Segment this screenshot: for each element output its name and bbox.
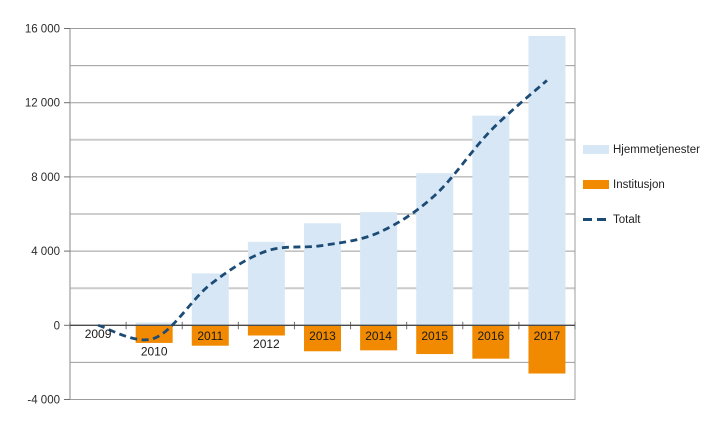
y-tick-label--4000: -4 000 bbox=[27, 395, 60, 407]
x-category-label-2010: 2010 bbox=[141, 344, 168, 358]
bar-hjemmetjenester-2015 bbox=[416, 173, 454, 326]
hjemmetjenester-legend-label: Hjemmetjenester bbox=[613, 143, 700, 156]
institusjon-legend-label: Institusjon bbox=[613, 178, 665, 191]
legend-item-institusjon: Institusjon bbox=[583, 178, 700, 191]
bar-hjemmetjenester-2012 bbox=[247, 241, 285, 326]
bar-hjemmetjenester-2014 bbox=[360, 212, 398, 326]
bar-institusjon-2012 bbox=[247, 325, 285, 336]
bar-hjemmetjenester-2013 bbox=[304, 223, 341, 326]
x-category-label-2009: 2009 bbox=[85, 327, 112, 341]
bar-institusjon-2016 bbox=[472, 325, 510, 359]
x-category-label-2011: 2011 bbox=[197, 329, 223, 343]
x-category-label-2014: 2014 bbox=[365, 329, 392, 343]
x-category-label-2013: 2013 bbox=[309, 329, 336, 343]
x-category-label-2016: 2016 bbox=[477, 329, 504, 343]
y-tick-label-4000: 4 000 bbox=[31, 246, 60, 258]
bar-institusjon-2015 bbox=[416, 325, 454, 355]
bar-hjemmetjenester-2010 bbox=[135, 322, 173, 326]
x-category-label-2012: 2012 bbox=[253, 337, 280, 351]
hjemmetjenester-swatch-icon bbox=[583, 145, 609, 154]
bar-hjemmetjenester-2011 bbox=[191, 273, 229, 326]
totalt-legend-label: Totalt bbox=[613, 213, 641, 226]
institusjon-swatch-icon bbox=[583, 180, 609, 189]
bar-hjemmetjenester-2016 bbox=[472, 115, 510, 326]
legend: Hjemmetjenester Institusjon Totalt bbox=[583, 143, 700, 226]
bar-institusjon-2017 bbox=[528, 325, 566, 374]
totalt-dashed-line-icon bbox=[583, 218, 609, 221]
bar-institusjon-2010 bbox=[135, 325, 173, 343]
y-tick-label-12000: 12 000 bbox=[25, 98, 60, 110]
x-category-label-2017: 2017 bbox=[534, 329, 561, 343]
bar-institusjon-2014 bbox=[360, 325, 398, 351]
x-category-label-2015: 2015 bbox=[421, 329, 448, 343]
bar-hjemmetjenester-2017 bbox=[528, 35, 566, 326]
legend-item-hjemmetjenester: Hjemmetjenester bbox=[583, 143, 700, 156]
y-tick-label-0: 0 bbox=[54, 320, 60, 332]
totalt-line bbox=[97, 79, 548, 342]
y-tick-label-8000: 8 000 bbox=[31, 172, 60, 184]
legend-item-totalt: Totalt bbox=[583, 213, 700, 226]
y-tick-label-16000: 16 000 bbox=[25, 24, 60, 36]
bar-institusjon-2013 bbox=[304, 325, 341, 352]
bar-institusjon-2011 bbox=[191, 325, 229, 346]
